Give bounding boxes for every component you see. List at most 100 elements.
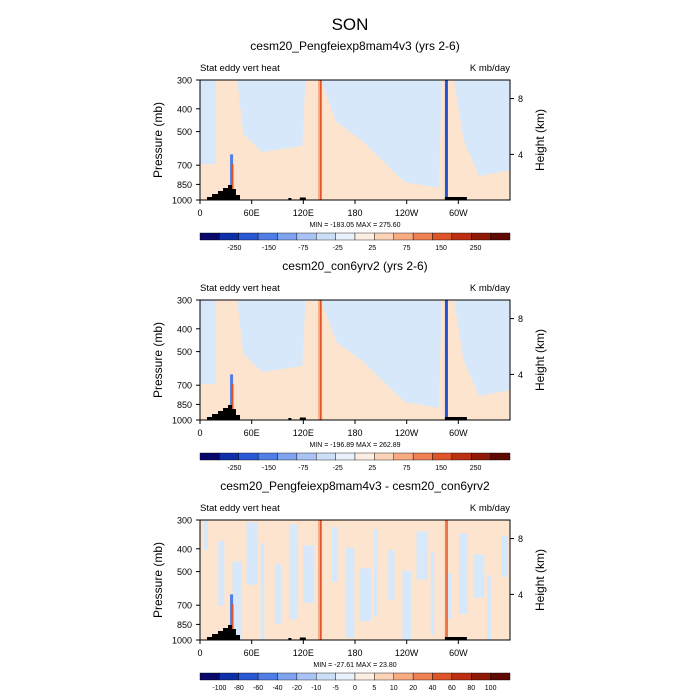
page-title: SON: [332, 15, 369, 34]
colorbar-label: -10: [311, 685, 321, 692]
colorbar-box: [490, 452, 511, 461]
colorbar-label: -150: [262, 465, 276, 472]
colorbar-label: 5: [372, 685, 376, 692]
terrain: [444, 637, 467, 640]
colorbar-box: [296, 452, 317, 461]
field-region: [359, 568, 372, 622]
ylabel-right: Height (km): [533, 549, 547, 611]
ytick-label: 300: [177, 296, 192, 306]
left-subtitle: Stat eddy vert heat: [200, 63, 280, 74]
terrain: [207, 405, 240, 420]
colorbar-box: [412, 452, 433, 461]
field-region: [388, 549, 395, 601]
field-region: [430, 552, 435, 635]
colorbar-label: 25: [368, 465, 376, 472]
xtick-label: 60E: [244, 208, 260, 218]
colorbar-box: [219, 672, 239, 681]
colorbar-box: [354, 672, 375, 681]
xtick-label: 60E: [244, 428, 260, 438]
warm-streak-core: [319, 80, 322, 200]
ytick-right-label: 4: [518, 370, 523, 380]
ytick-label: 700: [177, 601, 192, 611]
right-subtitle: K mb/day: [470, 503, 510, 514]
colorbar-label: 40: [429, 685, 437, 692]
ylabel: Pressure (mb): [151, 102, 165, 178]
ytick-label: 850: [177, 620, 192, 630]
colorbar-label: 0: [353, 685, 357, 692]
xtick-label: 180: [347, 208, 362, 218]
colorbar-label: -5: [333, 685, 339, 692]
colorbar-box: [335, 232, 356, 241]
colorbar-box: [432, 452, 453, 461]
ylabel-right: Height (km): [533, 109, 547, 171]
field-region: [416, 531, 428, 580]
terrain: [288, 418, 292, 420]
terrain: [299, 197, 306, 200]
colorbar-label: 10: [390, 685, 398, 692]
terrain: [299, 637, 306, 640]
field-region: [454, 80, 510, 176]
colorbar-label: -25: [333, 465, 343, 472]
colorbar-label: 25: [368, 245, 376, 252]
ytick-label: 850: [177, 400, 192, 410]
colorbar-box: [471, 232, 491, 241]
xtick-label: 0: [197, 428, 202, 438]
colorbar-box: [374, 672, 394, 681]
xtick-label: 120W: [395, 428, 419, 438]
colorbar-box: [335, 672, 356, 681]
ytick-right-label: 4: [518, 150, 523, 160]
colorbar-box: [238, 672, 259, 681]
xtick-label: 120W: [395, 648, 419, 658]
colorbar-label: 20: [409, 685, 417, 692]
cold-streak-core: [446, 300, 448, 420]
colorbar-box: [432, 672, 453, 681]
field-region: [454, 300, 510, 396]
minmax-label: MIN = -27.61 MAX = 23.80: [313, 662, 396, 669]
colorbar-label: 60: [448, 685, 456, 692]
colorbar-box: [471, 452, 491, 461]
right-subtitle: K mb/day: [470, 63, 510, 74]
colorbar-box: [277, 452, 298, 461]
colorbar-box: [432, 232, 453, 241]
terrain: [444, 417, 467, 420]
terrain: [444, 197, 467, 200]
field-region: [260, 543, 265, 640]
colorbar-label: -75: [298, 245, 308, 252]
colorbar-box: [238, 452, 259, 461]
colorbar-box: [451, 452, 472, 461]
panel-title: cesm20_Pengfeiexp8mam4v3 (yrs 2-6): [250, 39, 459, 53]
ytick-right-label: 8: [518, 534, 523, 544]
ytick-label: 400: [177, 104, 192, 114]
xtick-label: 120E: [293, 428, 314, 438]
colorbar-label: 100: [485, 685, 497, 692]
field-region: [473, 554, 485, 598]
colorbar-box: [219, 452, 239, 461]
xtick-label: 120E: [293, 648, 314, 658]
ytick-label: 400: [177, 544, 192, 554]
colorbar-label: -100: [212, 685, 226, 692]
colorbar-box: [412, 232, 433, 241]
xtick-label: 60W: [449, 648, 468, 658]
field-region: [200, 80, 216, 164]
colorbar-label: 75: [403, 245, 411, 252]
ytick-right-label: 8: [518, 94, 523, 104]
panel-title: cesm20_con6yrv2 (yrs 2-6): [282, 259, 427, 273]
colorbar-box: [374, 232, 394, 241]
ylabel: Pressure (mb): [151, 542, 165, 618]
terrain: [288, 198, 292, 200]
colorbar-label: -20: [292, 685, 302, 692]
field-region: [274, 563, 282, 624]
colorbar-box: [335, 452, 356, 461]
colorbar: -250 -150 -75 -25 25 75 150 250: [199, 232, 511, 252]
colorbar: -250 -150 -75 -25 25 75 150 250: [199, 452, 511, 472]
colorbar-box: [296, 672, 317, 681]
colorbar-label: -60: [253, 685, 263, 692]
ytick-label: 1000: [172, 196, 192, 206]
colorbar-box: [257, 232, 278, 241]
ylabel: Pressure (mb): [151, 322, 165, 398]
colorbar-box: [238, 232, 259, 241]
cold-streak: [444, 520, 448, 640]
red-streak: [231, 604, 234, 631]
field-region: [237, 80, 306, 152]
panel-3: cesm20_Pengfeiexp8mam4v3 - cesm20_con6yr…: [151, 479, 547, 692]
